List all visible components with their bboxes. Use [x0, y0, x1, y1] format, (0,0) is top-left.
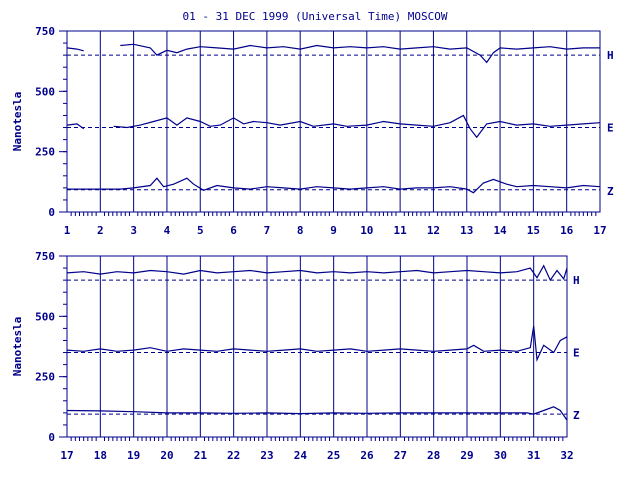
- series-line-h: [66, 264, 568, 282]
- x-tick-label: 13: [460, 224, 473, 237]
- x-tick-label: 26: [360, 449, 374, 462]
- x-tick-label: 29: [460, 449, 473, 462]
- series-line-e: [66, 325, 568, 363]
- x-tick-label: 10: [360, 224, 373, 237]
- series-line-h: [66, 43, 600, 64]
- series-label-z: Z: [573, 409, 580, 422]
- x-tick-label: 32: [560, 449, 573, 462]
- x-tick-label: 19: [127, 449, 140, 462]
- y-axis-label: Nanotesla: [11, 317, 24, 377]
- x-tick-label: 4: [164, 224, 171, 237]
- series-line-z: [67, 177, 601, 194]
- x-tick-label: 9: [330, 224, 337, 237]
- x-tick-label: 17: [593, 224, 606, 237]
- series-label-e: E: [607, 122, 614, 135]
- x-tick-label: 16: [560, 224, 574, 237]
- y-tick-label: 250: [35, 371, 55, 384]
- series-line-e: [66, 114, 601, 139]
- x-tick-label: 1: [64, 224, 71, 237]
- x-tick-label: 7: [264, 224, 271, 237]
- x-tick-label: 15: [527, 224, 540, 237]
- y-axis-label: Nanotesla: [11, 92, 24, 152]
- y-tick-label: 500: [35, 85, 55, 98]
- x-tick-label: 17: [60, 449, 73, 462]
- x-tick-label: 22: [227, 449, 240, 462]
- y-tick-label: 750: [35, 250, 55, 263]
- x-tick-label: 6: [230, 224, 237, 237]
- x-tick-label: 25: [327, 449, 340, 462]
- x-tick-label: 2: [97, 224, 104, 237]
- x-tick-label: 3: [130, 224, 137, 237]
- x-tick-label: 30: [494, 449, 507, 462]
- x-tick-label: 14: [493, 224, 507, 237]
- x-tick-label: 20: [160, 449, 173, 462]
- y-tick-label: 0: [48, 431, 55, 444]
- x-tick-label: 28: [427, 449, 440, 462]
- x-tick-label: 12: [427, 224, 440, 237]
- x-tick-label: 24: [294, 449, 308, 462]
- x-tick-label: 5: [197, 224, 204, 237]
- series-label-h: H: [573, 274, 580, 287]
- chart-title: 01 - 31 DEC 1999 (Universal Time) MOSCOW: [183, 10, 448, 23]
- series-label-z: Z: [607, 185, 614, 198]
- x-tick-label: 27: [394, 449, 407, 462]
- x-tick-label: 11: [394, 224, 408, 237]
- plot-frame: [66, 255, 568, 438]
- series-line-z: [66, 406, 568, 421]
- x-tick-label: 23: [260, 449, 273, 462]
- series-label-e: E: [573, 347, 580, 360]
- y-tick-label: 750: [35, 25, 55, 38]
- panel-days-17-32: 17 18 19 20 21 22 23 24 25 26 27 28 29 30 31 32 0 250 500 7…: [11, 250, 580, 462]
- panel-days-1-17: 1 2 3 4 5 6 7 8 9 10 11 12 13 14 15 16 170250500750Nanot…: [11, 25, 614, 237]
- y-tick-label: 500: [35, 310, 55, 323]
- x-tick-label: 18: [94, 449, 107, 462]
- y-tick-label: 250: [35, 146, 55, 159]
- x-tick-label: 21: [194, 449, 208, 462]
- y-tick-label: 0: [48, 206, 55, 219]
- series-label-h: H: [607, 49, 614, 62]
- x-tick-label: 8: [297, 224, 304, 237]
- x-tick-label: 31: [527, 449, 541, 462]
